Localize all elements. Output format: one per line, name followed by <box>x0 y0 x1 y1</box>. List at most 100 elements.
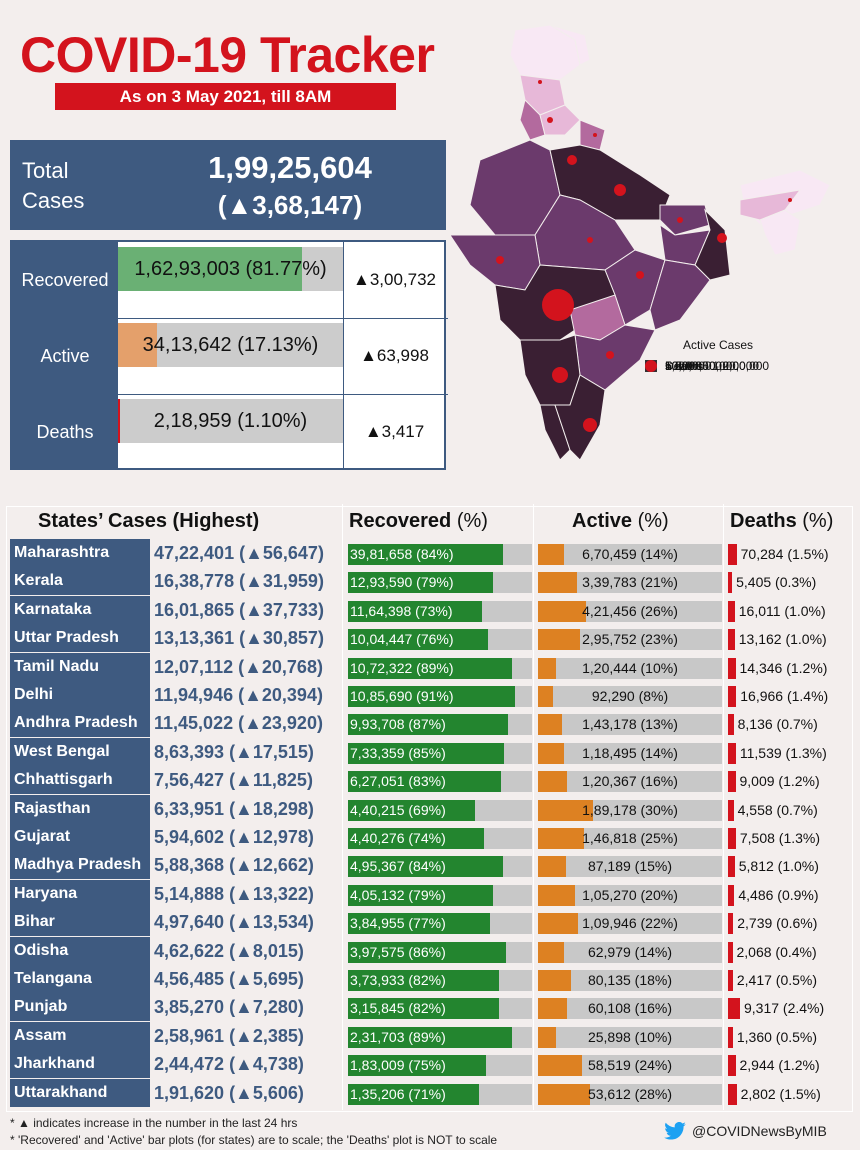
deaths-bar <box>728 686 737 707</box>
state-name: Bihar <box>10 908 150 937</box>
active-bar <box>538 970 572 991</box>
table-row: Punjab 3,85,270 (▲7,280) 3,15,845 (82%) 60,… <box>10 993 850 1022</box>
active-bar <box>538 913 579 935</box>
header-deaths-label: Deaths <box>730 510 797 532</box>
active-value: 60,108 (16%) <box>587 1000 673 1017</box>
map-death-dot <box>567 155 577 165</box>
state-name: Maharashtra <box>10 539 150 567</box>
header-active: Active (%) <box>572 510 669 533</box>
active-bar-track: 60,108 (16%) <box>538 998 722 1020</box>
deaths-value: 4,558 (0.7%) <box>737 801 818 818</box>
map-death-dot <box>606 351 614 359</box>
state-name: Uttarakhand <box>10 1078 150 1107</box>
header-deaths-pct: (%) <box>802 510 834 532</box>
table-row: Assam 2,58,961 (▲2,385) 2,31,703 (89%) 25,8… <box>10 1021 850 1050</box>
deaths-value: 2,739 (0.6%) <box>737 915 818 932</box>
summary-bar-deaths: 2,18,959 (1.10%) <box>118 399 343 443</box>
map-legend: Active Cases < 5000 5000 - 50,000 50,000 -… <box>645 338 769 373</box>
footnote-2: * 'Recovered' and 'Active' bar plots (fo… <box>10 1133 498 1147</box>
active-value: 58,519 (24%) <box>587 1057 673 1074</box>
state-cases: 11,45,022 (▲23,920) <box>154 713 323 734</box>
summary-value: 2,18,959 (1.10%) <box>153 410 308 432</box>
header-active-label: Active <box>572 510 633 532</box>
death-dot-icon <box>645 360 657 372</box>
deaths-value: 70,284 (1.5%) <box>740 546 829 562</box>
column-divider <box>533 504 534 1110</box>
active-bar <box>538 742 564 764</box>
state-name: Odisha <box>10 936 150 965</box>
map-death-dot <box>614 184 626 196</box>
recovered-bar <box>348 884 494 906</box>
state-name: Rajasthan <box>10 794 150 823</box>
state-name: Telangana <box>10 965 150 993</box>
summary-value: 1,62,93,003 (81.77%) <box>134 258 327 280</box>
active-bar-track: 1,89,178 (30%) <box>538 799 722 821</box>
recovered-value: 3,84,955 (77%) <box>350 915 446 932</box>
deaths-value: 9,317 (2.4%) <box>744 1000 825 1017</box>
state-name: Punjab <box>10 993 150 1022</box>
map-death-dot <box>542 289 574 321</box>
recovered-bar-track: 6,27,051 (83%) <box>348 771 532 793</box>
active-bar-track: 92,290 (8%) <box>538 686 722 707</box>
active-bar-track: 87,189 (15%) <box>538 856 722 878</box>
state-name: Uttar Pradesh <box>10 624 150 653</box>
active-value: 1,20,444 (10%) <box>582 659 678 676</box>
column-divider <box>723 504 724 1110</box>
header-active-pct: (%) <box>637 510 669 532</box>
map-death-dot <box>636 271 644 279</box>
deaths-bar <box>728 600 735 622</box>
active-value: 1,46,818 (25%) <box>582 830 678 846</box>
deaths-bar <box>728 742 736 764</box>
deaths-value: 2,802 (1.5%) <box>740 1085 821 1102</box>
twitter-credit[interactable]: @COVIDNewsByMIB <box>664 1122 827 1140</box>
table-row: Gujarat 5,94,602 (▲12,978) 4,40,276 (74%) 1… <box>10 823 850 851</box>
map-region-kerala <box>539 404 571 461</box>
state-cases: 4,62,622 (▲8,015) <box>154 940 304 961</box>
active-value: 1,89,178 (30%) <box>582 801 678 818</box>
table-row: Chhattisgarh 7,56,427 (▲11,825) 6,27,051 (… <box>10 766 850 795</box>
table-row: Tamil Nadu 12,07,112 (▲20,768) 10,72,322 (… <box>10 652 850 681</box>
header-recovered: Recovered (%) <box>349 510 488 533</box>
state-cases: 13,13,361 (▲30,857) <box>154 628 324 649</box>
state-cases: 2,44,472 (▲4,738) <box>154 1054 304 1075</box>
deaths-bar <box>728 970 733 991</box>
recovered-value: 2,31,703 (89%) <box>350 1028 446 1045</box>
recovered-bar-track: 3,97,575 (86%) <box>348 941 532 963</box>
deaths-bar <box>728 998 740 1020</box>
state-name: Delhi <box>10 681 150 709</box>
state-cases: 4,56,485 (▲5,695) <box>154 969 304 989</box>
twitter-bird-icon <box>664 1122 686 1140</box>
summary-bar-recovered: 1,62,93,003 (81.77%) <box>118 247 343 291</box>
recovered-bar-track: 3,15,845 (82%) <box>348 998 532 1020</box>
state-name: Chhattisgarh <box>10 766 150 795</box>
deaths-bar <box>728 799 734 821</box>
summary-bar-fill <box>118 247 302 291</box>
map-death-dot <box>538 80 542 84</box>
summary-label-active: Active <box>12 318 118 394</box>
header-recovered-pct: (%) <box>456 510 488 532</box>
deaths-bar <box>728 771 736 793</box>
active-bar-track: 25,898 (10%) <box>538 1026 722 1048</box>
table-row: Odisha 4,62,622 (▲8,015) 3,97,575 (86%) 62,… <box>10 936 850 965</box>
table-row: Uttar Pradesh 13,13,361 (▲30,857) 10,04,44… <box>10 624 850 653</box>
recovered-bar <box>348 714 509 736</box>
recovered-bar <box>348 771 501 793</box>
state-cases: 16,01,865 (▲37,733) <box>154 599 324 620</box>
recovered-bar <box>348 913 490 935</box>
deaths-bar <box>728 856 735 878</box>
active-bar <box>538 884 575 906</box>
recovered-bar-track: 39,81,658 (84%) <box>348 544 532 565</box>
recovered-value: 10,72,322 (89%) <box>350 659 454 676</box>
active-bar <box>538 1083 590 1105</box>
recovered-bar <box>348 970 499 991</box>
header-deaths: Deaths (%) <box>730 510 833 533</box>
recovered-bar-track: 10,04,447 (76%) <box>348 629 532 651</box>
state-cases: 5,94,602 (▲12,978) <box>154 827 314 847</box>
active-bar <box>538 828 584 849</box>
total-label-line2: Cases <box>22 188 85 213</box>
active-bar <box>538 544 564 565</box>
divider <box>118 394 448 395</box>
deaths-value: 13,162 (1.0%) <box>738 631 827 648</box>
active-bar <box>538 629 581 651</box>
legend-label: 5000 - 50,000 <box>665 359 740 373</box>
